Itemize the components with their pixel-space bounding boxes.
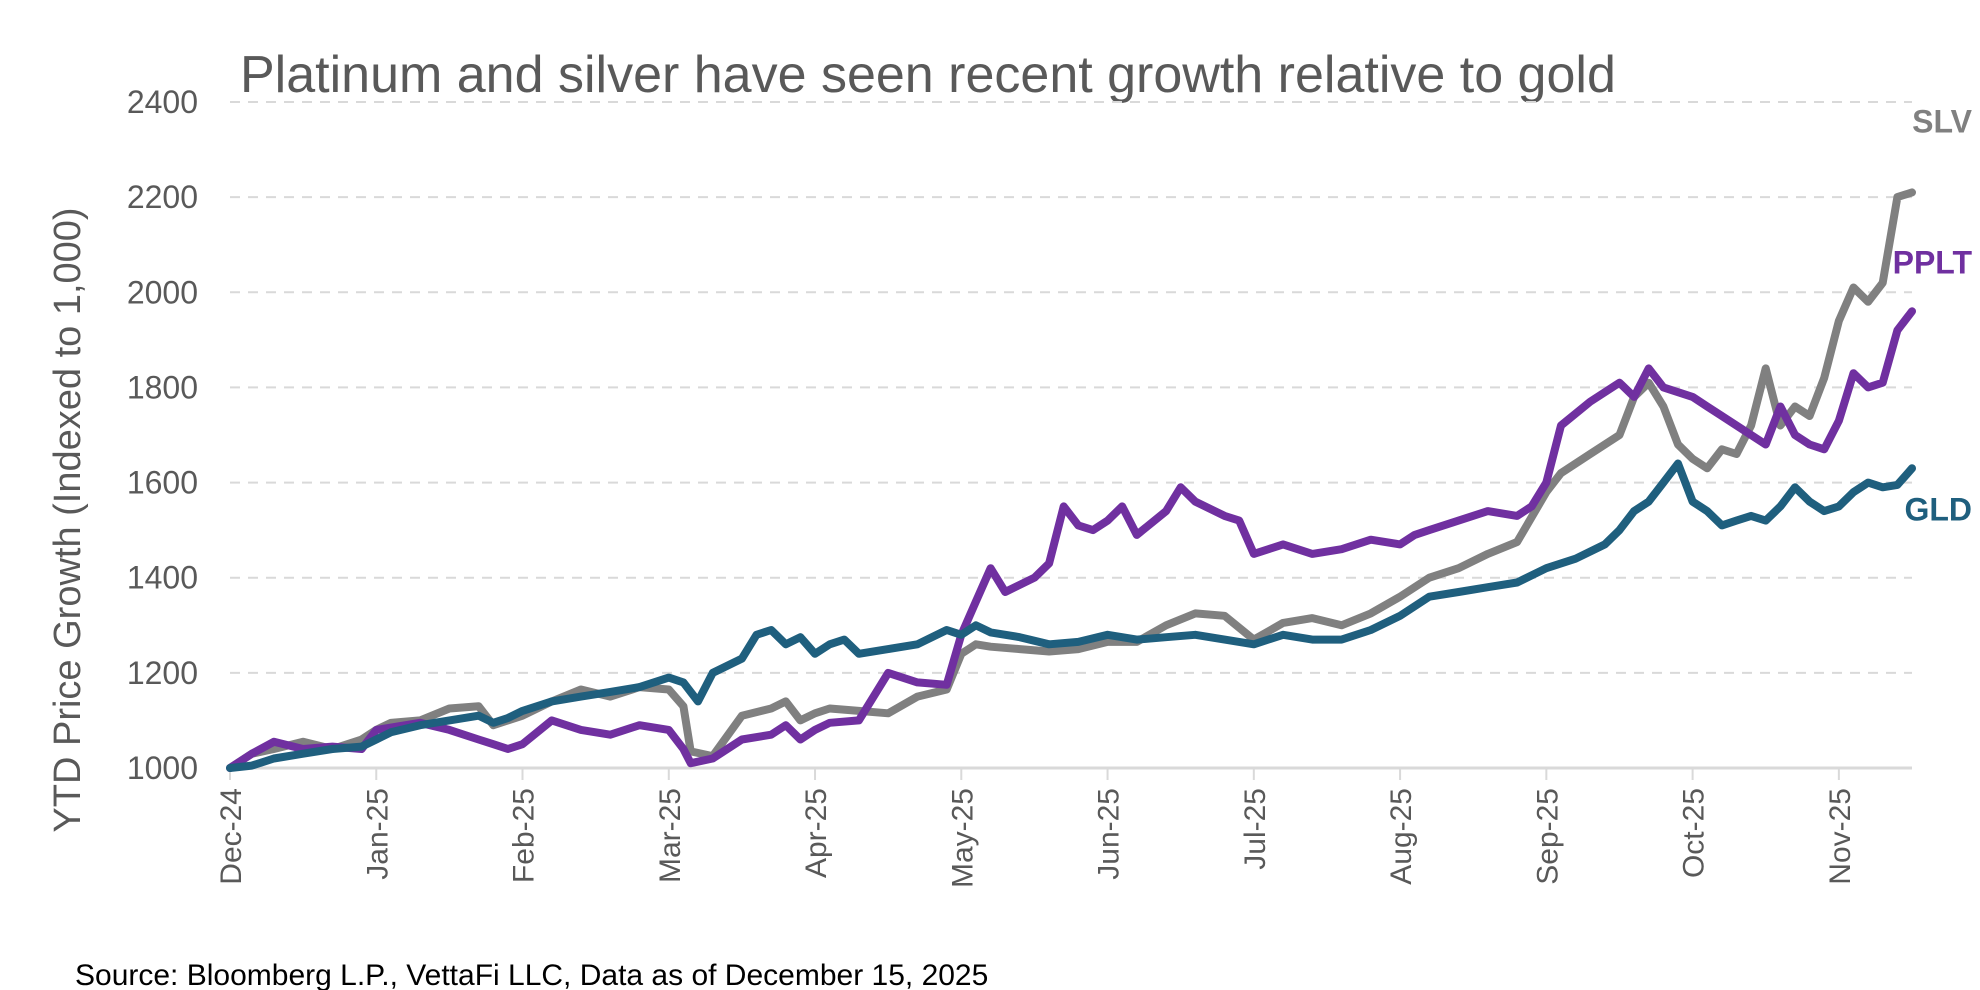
x-tick-label: Feb-25 <box>508 788 541 883</box>
y-tick-label: 1400 <box>127 560 198 596</box>
chart-title: Platinum and silver have seen recent gro… <box>240 46 1616 104</box>
x-tick-label: Oct-25 <box>1678 788 1711 878</box>
series-line-gld <box>226 459 1916 772</box>
x-tick-label: May-25 <box>946 788 979 888</box>
x-axis-ticks: Dec-24 Jan-25 Feb-25 Mar-25 Apr-25 May-25 Jun-… <box>215 768 1857 888</box>
series-line-slv <box>226 188 1916 772</box>
series-lines <box>226 188 1916 772</box>
y-tick-label: 2000 <box>127 274 198 310</box>
series-line-pplt <box>226 307 1916 772</box>
x-tick-label: Nov-25 <box>1824 788 1857 885</box>
x-tick-label: Apr-25 <box>800 788 833 878</box>
series-label-gld: GLD <box>1904 491 1972 527</box>
series-labels: SLV PPLT GLD <box>1893 103 1973 527</box>
series-label-pplt: PPLT <box>1893 244 1973 280</box>
source-note: Source: Bloomberg L.P., VettaFi LLC, Dat… <box>75 959 988 990</box>
y-tick-label: 2400 <box>127 84 198 120</box>
y-tick-label: 2200 <box>127 179 198 215</box>
y-tick-label: 1200 <box>127 655 198 691</box>
x-tick-label: Mar-25 <box>654 788 687 883</box>
x-tick-label: Aug-25 <box>1385 788 1418 885</box>
y-axis-ticks: 1000 1200 1400 1600 1800 2000 2200 2400 <box>127 84 198 786</box>
y-axis-label: YTD Price Growth (Indexed to 1,000) <box>47 207 89 832</box>
y-tick-label: 1000 <box>127 750 198 786</box>
x-tick-label: Jan-25 <box>361 788 394 880</box>
y-tick-label: 1600 <box>127 465 198 501</box>
x-tick-label: Jul-25 <box>1239 788 1272 870</box>
y-tick-label: 1800 <box>127 369 198 405</box>
series-label-slv: SLV <box>1912 103 1973 139</box>
x-tick-label: Jun-25 <box>1093 788 1126 880</box>
x-tick-label: Dec-24 <box>215 788 248 885</box>
grid <box>230 101 1912 770</box>
x-tick-label: Sep-25 <box>1531 788 1564 885</box>
